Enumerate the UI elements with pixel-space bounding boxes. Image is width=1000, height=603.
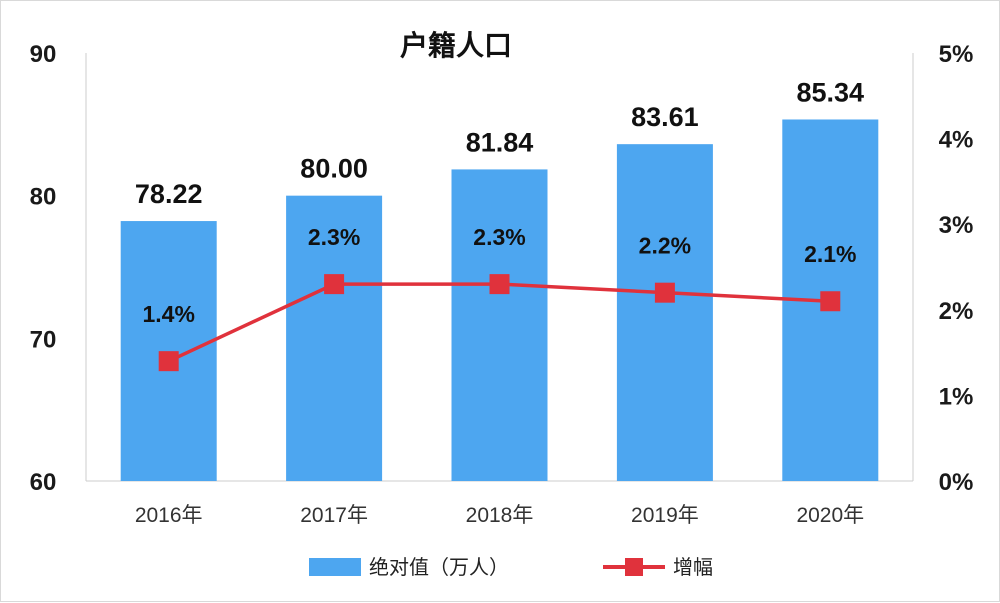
bar [286, 195, 383, 481]
bar-value-label: 83.61 [631, 102, 699, 132]
line-marker [158, 351, 179, 372]
left-axis-ticks: 60 70 80 90 [30, 41, 57, 496]
category-label: 2019年 [631, 504, 699, 527]
bars [120, 119, 879, 481]
right-tick-label: 2% [939, 298, 974, 325]
left-tick-label: 80 [30, 184, 57, 211]
category-labels: 2016年 2017年 2018年 2019年 2020年 [135, 504, 864, 527]
line-value-label: 1.4% [142, 301, 194, 327]
right-tick-label: 0% [939, 469, 974, 496]
bar-value-labels: 78.22 80.00 81.84 83.61 85.34 [135, 77, 864, 209]
bar [451, 169, 548, 481]
left-tick-label: 90 [30, 41, 57, 68]
chart-title: 户籍人口 [400, 29, 512, 62]
line-marker [820, 291, 841, 312]
right-tick-label: 5% [939, 41, 974, 68]
bar [120, 221, 217, 481]
legend-line-marker [625, 558, 643, 576]
line-value-label: 2.3% [308, 224, 360, 250]
line-series [158, 274, 841, 372]
bar [616, 144, 713, 481]
left-tick-label: 70 [30, 326, 57, 353]
left-tick-label: 60 [30, 469, 57, 496]
category-label: 2016年 [135, 504, 203, 527]
legend-bar-label: 绝对值（万人） [369, 555, 509, 579]
category-label: 2017年 [300, 504, 368, 527]
bar-value-label: 80.00 [300, 154, 368, 184]
line-value-labels: 1.4% 2.3% 2.3% 2.2% 2.1% [142, 224, 856, 327]
line-marker [324, 274, 345, 295]
line-value-label: 2.1% [804, 241, 856, 267]
right-axis-ticks: 0% 1% 2% 3% 4% 5% [939, 41, 974, 496]
line-marker [489, 274, 510, 295]
legend: 绝对值（万人） 增幅 [309, 555, 713, 579]
category-label: 2020年 [796, 504, 864, 527]
bar-value-label: 85.34 [797, 77, 865, 107]
right-tick-label: 1% [939, 383, 974, 410]
right-tick-label: 4% [939, 127, 974, 154]
bar-value-label: 78.22 [135, 179, 203, 209]
line-value-label: 2.2% [639, 233, 691, 259]
legend-bar-swatch [309, 558, 361, 576]
line-value-label: 2.3% [473, 224, 525, 250]
right-tick-label: 3% [939, 212, 974, 239]
bar-value-label: 81.84 [466, 127, 534, 157]
legend-line-label: 增幅 [673, 555, 713, 579]
line-marker [654, 282, 675, 303]
category-label: 2018年 [466, 504, 534, 527]
